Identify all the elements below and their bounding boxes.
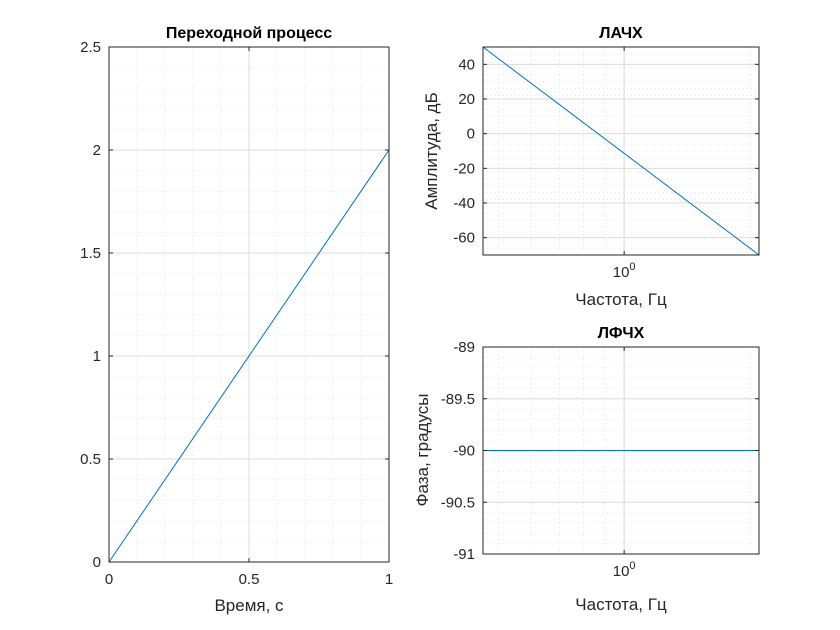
y-tick-label: 2.5 [80, 39, 101, 56]
x-tick-label: 100 [613, 560, 636, 580]
step-series [108, 149, 390, 563]
y-tick-label: -89 [453, 339, 475, 356]
y-tick-label: 0.5 [80, 451, 101, 468]
amplitude-grid [483, 46, 759, 256]
amplitude-y-label: Амплитуда, дБ [422, 92, 441, 209]
y-tick-label: -90 [453, 443, 475, 460]
x-tick-label: 0.5 [239, 571, 260, 588]
y-tick-label: 1 [93, 348, 101, 365]
series-line [108, 149, 390, 563]
x-tick-label: 100 [613, 261, 636, 281]
step-title: Переходной процесс [166, 25, 332, 42]
amplitude-x-label: Частота, Гц [575, 290, 667, 309]
amplitude-series [482, 46, 760, 256]
amplitude-title: ЛАЧХ [599, 25, 643, 42]
y-tick-label: -40 [453, 195, 475, 212]
x-tick-label: 1 [385, 571, 393, 588]
y-tick-label: 1.5 [80, 245, 101, 262]
y-tick-label: -90.5 [441, 494, 475, 511]
series-line [482, 46, 760, 256]
phase-x-label: Частота, Гц [575, 595, 667, 614]
step-tick-labels: 0 0.5 1 0 0.5 1 1.5 2 2.5 [80, 39, 393, 588]
y-tick-label: 0 [467, 126, 475, 143]
y-tick-label: 0 [93, 554, 101, 571]
phase-plot: 100-91-90.5-90-89.5-89 ЛФЧХ Частота, Гц … [413, 325, 760, 614]
phase-tick-labels: 100 -91 -90.5 -90 -89.5 -89 [441, 339, 759, 580]
y-tick-label: -89.5 [441, 391, 475, 408]
y-tick-label: -20 [453, 160, 475, 177]
phase-y-label: Фаза, градусы [413, 394, 432, 507]
y-tick-label: 20 [458, 91, 475, 108]
phase-title: ЛФЧХ [598, 325, 645, 342]
step-response-plot: 0 0.5 1 0 0.5 1 1.5 2 2.5 Переходной процесс Вре… [80, 25, 393, 615]
step-x-label: Время, с [214, 596, 284, 615]
y-tick-label: -91 [453, 546, 475, 563]
amplitude-tick-labels: 100 -60 -40 -20 0 20 40 [453, 47, 759, 281]
amplitude-axes-box [482, 46, 760, 256]
y-tick-label: -60 [453, 230, 475, 247]
amplitude-plot: 100 -60 -40 -20 0 20 40 ЛАЧХ Частота, Гц Ампли… [422, 25, 760, 309]
y-tick-label: 2 [93, 142, 101, 159]
y-tick-label: 40 [458, 56, 475, 73]
x-tick-label: 0 [105, 571, 113, 588]
